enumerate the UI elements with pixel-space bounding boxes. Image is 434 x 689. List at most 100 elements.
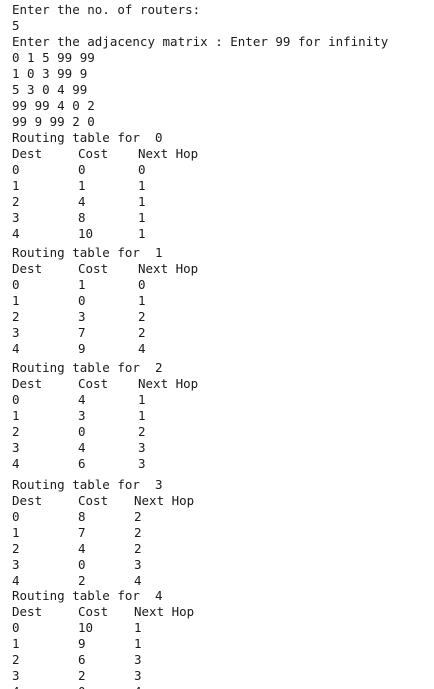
table-row: 3 4 3 <box>0 440 434 456</box>
routers-prompt: Enter the no. of routers: <box>12 2 201 17</box>
dest-cell: 0 <box>12 620 20 635</box>
dest-cell: 1 <box>12 408 20 423</box>
table-row: 1 0 1 <box>0 293 434 309</box>
dest-cell: 4 <box>12 456 20 471</box>
table-row: 4 0 4 <box>0 684 434 689</box>
dest-header: Dest <box>12 261 43 276</box>
routing-table-title: Routing table for 2 <box>12 360 163 375</box>
dest-cell: 3 <box>12 557 20 572</box>
matrix-row: 5 3 0 4 99 <box>12 82 88 97</box>
cost-cell: 7 <box>78 325 86 340</box>
table-row: 3 8 1 <box>0 210 434 226</box>
dest-cell: 0 <box>12 277 20 292</box>
cost-cell: 10 <box>78 620 94 635</box>
matrix-row: 1 0 3 99 9 <box>12 66 88 81</box>
dest-cell: 1 <box>12 178 20 193</box>
dest-cell: 3 <box>12 668 20 683</box>
matrix-row: 99 9 99 2 0 <box>12 114 95 129</box>
next-hop-cell: 0 <box>138 162 146 177</box>
cost-cell: 3 <box>78 408 86 423</box>
next-hop-cell: 0 <box>138 277 146 292</box>
table-row: 0 8 2 <box>0 509 434 525</box>
table-row: 3 2 3 <box>0 668 434 684</box>
dest-cell: 3 <box>12 440 20 455</box>
next-hop-cell: 2 <box>138 325 146 340</box>
routing-table-header: Dest Cost Next Hop <box>0 604 434 620</box>
table-row: 0 1 0 <box>0 277 434 293</box>
cost-cell: 0 <box>78 557 86 572</box>
table-row: 4 2 4 <box>0 573 434 589</box>
next-hop-header: Next Hop <box>138 376 199 391</box>
table-row: 2 4 1 <box>0 194 434 210</box>
cost-header: Cost <box>78 604 109 619</box>
table-row: 4 9 4 <box>0 341 434 357</box>
next-hop-header: Next Hop <box>134 493 195 508</box>
dest-cell: 2 <box>12 424 20 439</box>
cost-cell: 3 <box>78 309 86 324</box>
cost-cell: 4 <box>78 440 86 455</box>
table-row: 1 1 1 <box>0 178 434 194</box>
next-hop-cell: 4 <box>138 341 146 356</box>
next-hop-cell: 1 <box>138 293 146 308</box>
cost-cell: 2 <box>78 573 86 588</box>
cost-cell: 0 <box>78 162 86 177</box>
next-hop-cell: 1 <box>138 226 146 241</box>
table-row: 0 0 0 <box>0 162 434 178</box>
cost-header: Cost <box>78 146 109 161</box>
next-hop-cell: 3 <box>138 440 146 455</box>
dest-cell: 2 <box>12 652 20 667</box>
matrix-row: 99 99 4 0 2 <box>12 98 95 113</box>
dest-header: Dest <box>12 146 43 161</box>
cost-cell: 0 <box>78 424 86 439</box>
next-hop-cell: 1 <box>134 636 142 651</box>
cost-cell: 4 <box>78 392 86 407</box>
table-row: 1 7 2 <box>0 525 434 541</box>
next-hop-cell: 1 <box>138 194 146 209</box>
dest-cell: 0 <box>12 392 20 407</box>
matrix-row: 0 1 5 99 99 <box>12 50 95 65</box>
table-row: 2 6 3 <box>0 652 434 668</box>
dest-cell: 2 <box>12 194 20 209</box>
routing-table-title: Routing table for 3 <box>12 477 163 492</box>
next-hop-cell: 2 <box>134 541 142 556</box>
cost-cell: 0 <box>78 293 86 308</box>
dest-cell: 3 <box>12 210 20 225</box>
routing-table-title: Routing table for 0 <box>12 130 163 145</box>
routing-table-header: Dest Cost Next Hop <box>0 261 434 277</box>
cost-header: Cost <box>78 493 109 508</box>
next-hop-cell: 1 <box>138 210 146 225</box>
dest-cell: 4 <box>12 341 20 356</box>
cost-cell: 1 <box>78 178 86 193</box>
next-hop-cell: 2 <box>138 424 146 439</box>
dest-cell: 4 <box>12 226 20 241</box>
next-hop-header: Next Hop <box>134 604 195 619</box>
cost-cell: 8 <box>78 509 86 524</box>
dest-cell: 4 <box>12 573 20 588</box>
next-hop-cell: 3 <box>138 456 146 471</box>
next-hop-cell: 1 <box>138 178 146 193</box>
dest-header: Dest <box>12 376 43 391</box>
table-row: 0 4 1 <box>0 392 434 408</box>
next-hop-cell: 4 <box>134 684 142 689</box>
table-row: 4 6 3 <box>0 456 434 472</box>
cost-cell: 9 <box>78 636 86 651</box>
dest-header: Dest <box>12 493 43 508</box>
routing-table-title: Routing table for 4 <box>12 588 163 603</box>
dest-cell: 3 <box>12 325 20 340</box>
dest-cell: 2 <box>12 309 20 324</box>
cost-cell: 7 <box>78 525 86 540</box>
cost-cell: 6 <box>78 456 86 471</box>
cost-cell: 4 <box>78 541 86 556</box>
table-row: 0 10 1 <box>0 620 434 636</box>
routers-value: 5 <box>12 18 20 33</box>
next-hop-cell: 4 <box>134 573 142 588</box>
dest-cell: 1 <box>12 293 20 308</box>
cost-cell: 9 <box>78 341 86 356</box>
cost-cell: 0 <box>78 684 86 689</box>
next-hop-cell: 3 <box>134 557 142 572</box>
next-hop-cell: 3 <box>134 652 142 667</box>
dest-cell: 1 <box>12 525 20 540</box>
cost-cell: 4 <box>78 194 86 209</box>
table-row: 1 3 1 <box>0 408 434 424</box>
